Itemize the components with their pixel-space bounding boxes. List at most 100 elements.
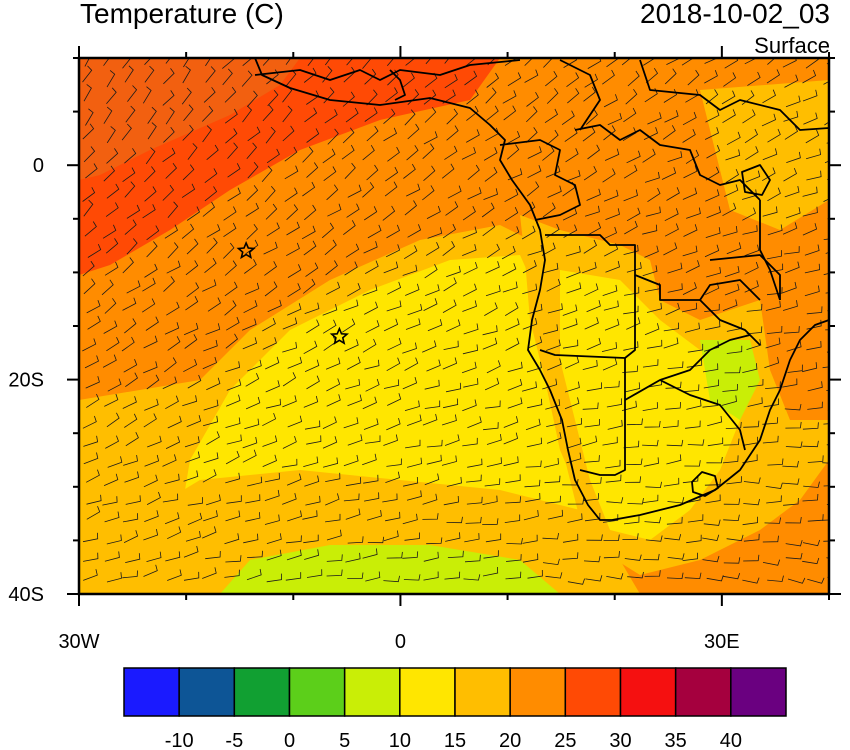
- wind-barb: [582, 402, 599, 410]
- wind-barb: [364, 301, 378, 315]
- wind-barb: [404, 200, 418, 216]
- wind-barb: [466, 89, 479, 105]
- wind-barb: [585, 575, 603, 582]
- wind-barb: [144, 510, 159, 522]
- wind-barb: [606, 398, 623, 408]
- wind-barb: [664, 110, 679, 123]
- wind-barb: [347, 572, 364, 579]
- wind-barb: [386, 357, 401, 372]
- wind-barb: [725, 168, 740, 183]
- colorbar-label: 10: [389, 730, 411, 750]
- wind-barb: [107, 456, 123, 468]
- wind-barb: [782, 378, 798, 388]
- wind-barb: [664, 223, 679, 237]
- wind-barb: [682, 111, 697, 126]
- wind-barb: [742, 109, 756, 124]
- wind-barb: [202, 125, 212, 143]
- wind-barb: [103, 106, 113, 124]
- wind-barb: [685, 149, 700, 164]
- wind-barb: [242, 318, 257, 331]
- wind-barb: [645, 535, 663, 542]
- wind-barb: [802, 557, 820, 565]
- wind-barb: [583, 493, 599, 502]
- wind-barb: [526, 181, 540, 197]
- wind-barb: [462, 244, 477, 256]
- wind-barb: [683, 224, 698, 237]
- wind-barb: [385, 244, 401, 258]
- wind-barb: [202, 567, 217, 579]
- wind-barb: [225, 450, 240, 465]
- wind-barb: [146, 241, 158, 258]
- wind-barb: [744, 58, 758, 65]
- wind-barb: [83, 552, 99, 562]
- wind-barb: [422, 143, 435, 159]
- wind-barb: [165, 107, 175, 125]
- wind-barb: [124, 65, 134, 83]
- wind-barb: [667, 553, 685, 560]
- wind-barb: [761, 167, 776, 182]
- wind-barb: [664, 68, 677, 85]
- wind-barb: [624, 286, 640, 296]
- wind-barb: [602, 168, 616, 183]
- wind-barb: [362, 144, 375, 161]
- wind-barb: [705, 166, 720, 181]
- wind-barb: [502, 281, 518, 293]
- wind-barb: [742, 454, 758, 464]
- wind-barb: [405, 439, 421, 449]
- wind-barb: [585, 109, 598, 125]
- wind-barb: [662, 125, 676, 140]
- wind-barb: [182, 124, 194, 141]
- wind-barb: [542, 324, 559, 335]
- wind-barb: [583, 86, 596, 102]
- wind-barb: [485, 400, 501, 409]
- wind-barb: [425, 58, 432, 65]
- wind-barb: [305, 262, 319, 277]
- wind-barb: [202, 105, 214, 122]
- wind-barb: [602, 514, 619, 523]
- wind-barb: [164, 512, 180, 525]
- wind-barb: [82, 187, 96, 202]
- wind-barb: [247, 550, 263, 558]
- wind-barb: [546, 278, 561, 292]
- wind-barb: [606, 497, 624, 504]
- wind-barb: [782, 58, 797, 68]
- wind-barb: [603, 534, 620, 541]
- wind-barb: [206, 224, 221, 238]
- wind-barb: [782, 460, 799, 468]
- wind-barb: [444, 74, 458, 89]
- wind-barb: [447, 550, 464, 558]
- wind-barb: [203, 87, 216, 103]
- wind-barb: [164, 322, 180, 335]
- wind-barb: [322, 319, 337, 334]
- wind-barb: [425, 242, 440, 256]
- wind-barb: [762, 435, 779, 444]
- wind-barb: [144, 58, 152, 65]
- wind-barb: [365, 260, 379, 274]
- wind-barb: [567, 498, 585, 505]
- colorbar-swatch: [399, 667, 456, 717]
- wind-barb: [124, 148, 137, 164]
- wind-barb: [767, 263, 784, 273]
- wind-barb: [463, 261, 478, 275]
- wind-barb: [184, 436, 200, 448]
- wind-barb: [644, 171, 660, 183]
- wind-barb: [664, 208, 679, 222]
- wind-barb: [807, 381, 823, 392]
- wind-barb: [347, 184, 362, 198]
- lat-tick-label: 40S: [8, 584, 44, 606]
- wind-barb: [706, 206, 721, 219]
- wind-barb: [724, 58, 739, 69]
- wind-barb: [341, 144, 355, 160]
- wind-barb: [226, 434, 242, 445]
- wind-barb: [264, 489, 280, 501]
- wind-barb: [647, 187, 661, 203]
- wind-barb: [442, 89, 456, 104]
- wind-barb: [84, 58, 90, 67]
- wind-barb: [487, 58, 497, 66]
- wind-barb: [783, 497, 799, 506]
- wind-barb: [566, 266, 581, 279]
- wind-barb: [366, 510, 382, 521]
- wind-barb: [446, 319, 461, 332]
- wind-barb: [502, 263, 517, 277]
- wind-barb: [242, 449, 257, 463]
